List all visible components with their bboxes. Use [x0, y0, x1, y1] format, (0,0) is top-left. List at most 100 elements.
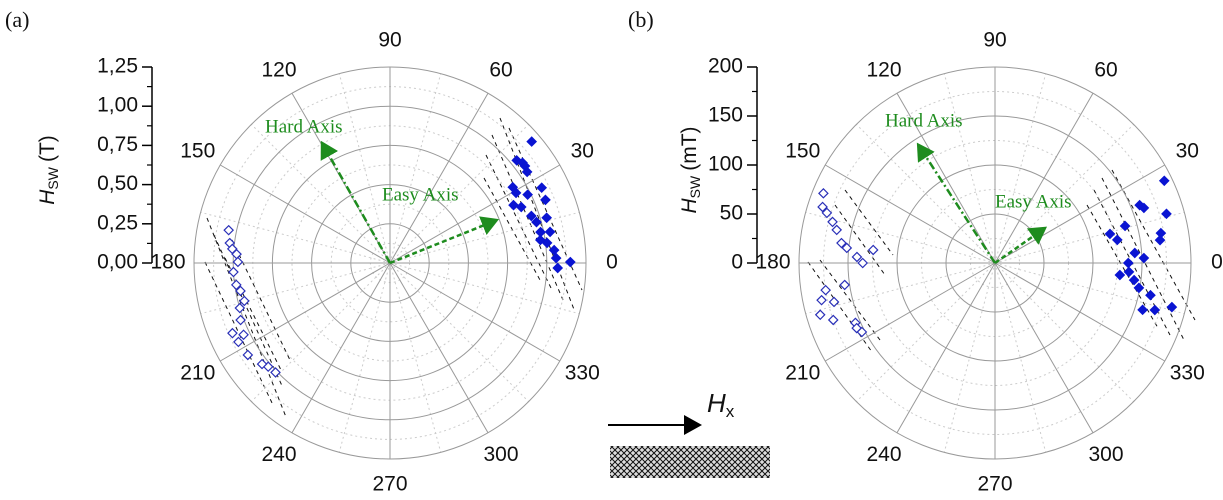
data-point	[821, 207, 833, 219]
angle-label: 120	[866, 58, 901, 81]
annotation: Easy Axis	[995, 191, 1072, 212]
panel-label: (b)	[628, 7, 654, 32]
data-point	[544, 226, 556, 238]
panel-label: (a)	[5, 7, 29, 32]
angle-label: 90	[983, 29, 1006, 52]
data-point	[1111, 234, 1123, 246]
data-point	[515, 201, 527, 213]
data-point	[232, 256, 244, 268]
data-point	[1145, 289, 1156, 301]
spoke	[825, 262, 996, 362]
spoke	[896, 93, 996, 264]
data-point	[522, 189, 533, 201]
data-point	[541, 237, 553, 249]
data-point	[836, 237, 847, 249]
angle-label: 150	[785, 140, 820, 163]
data-point	[1119, 220, 1131, 232]
minor-spoke	[251, 124, 391, 264]
annotation: Hard Axis	[265, 116, 343, 137]
data-point	[228, 266, 239, 278]
angle-label: 30	[1176, 140, 1199, 163]
data-point	[242, 349, 254, 361]
minor-spoke	[200, 211, 391, 264]
data-point	[534, 234, 546, 246]
data-point	[541, 212, 553, 224]
y-tick-label: 150	[708, 104, 743, 127]
annotation: Easy Axis	[382, 184, 459, 205]
data-point	[223, 224, 235, 236]
angle-label: 300	[483, 443, 518, 466]
minor-spoke	[338, 262, 391, 453]
axis-arrow	[389, 216, 500, 265]
data-point	[814, 309, 826, 321]
data-point	[817, 201, 828, 213]
y-tick-label: 0,50	[97, 172, 138, 195]
spoke	[220, 164, 391, 264]
data-point	[851, 322, 863, 334]
angle-label: 210	[180, 362, 215, 385]
data-point	[1166, 301, 1178, 313]
angle-label: 180	[150, 251, 185, 274]
angle-label: 180	[755, 251, 790, 274]
data-point	[235, 285, 246, 297]
field-arrow	[608, 415, 770, 478]
data-point	[234, 302, 246, 314]
data-point	[1138, 252, 1150, 264]
data-point	[525, 210, 537, 222]
field-label: Hx	[707, 388, 735, 422]
y-tick-label: 50	[720, 202, 743, 225]
axis-arrow	[994, 226, 1048, 265]
data-point	[508, 199, 519, 211]
data-point	[1154, 234, 1166, 246]
data-point	[548, 244, 560, 256]
spoke	[389, 262, 489, 433]
data-point	[1137, 304, 1148, 316]
minor-spoke	[389, 262, 442, 453]
y-label-symbol: H	[678, 198, 701, 214]
angle-label: 90	[378, 29, 401, 52]
data-point	[841, 242, 853, 254]
annotation: Hard Axis	[885, 110, 963, 131]
data-point	[531, 216, 542, 228]
spoke	[896, 262, 996, 433]
y-axis-label: HSW (T)	[36, 135, 61, 205]
data-point	[521, 166, 533, 178]
y-label-unit: (T)	[36, 135, 59, 162]
y-label-unit: (mT)	[678, 126, 701, 170]
spoke	[220, 262, 391, 362]
y-label-subscript: SW	[45, 166, 61, 189]
data-point	[510, 187, 522, 199]
y-tick-label: 0,75	[97, 133, 138, 156]
data-point	[1138, 202, 1150, 214]
spoke	[389, 164, 560, 264]
data-point	[827, 216, 838, 228]
y-tick-label: 200	[708, 55, 743, 78]
angle-label: 60	[1094, 58, 1117, 81]
angle-label: 150	[180, 140, 215, 163]
data-point	[270, 367, 281, 378]
nanotube-image	[610, 446, 770, 478]
y-tick-label: 1,00	[97, 94, 138, 117]
y-tick-label: 0,25	[97, 211, 138, 234]
data-point	[235, 314, 246, 326]
angle-label: 0	[1211, 251, 1223, 274]
angle-label: 210	[785, 362, 820, 385]
data-point	[1122, 257, 1134, 269]
angle-label: 120	[261, 58, 296, 81]
data-point	[1149, 304, 1161, 316]
angle-label: 300	[1088, 443, 1123, 466]
data-point	[857, 257, 869, 269]
spoke	[825, 164, 996, 264]
data-point	[820, 284, 832, 296]
data-point	[536, 182, 548, 194]
angle-label: 0	[606, 251, 618, 274]
spoke	[994, 164, 1165, 264]
field-subscript: x	[726, 402, 735, 421]
angle-label: 240	[866, 443, 901, 466]
data-point	[552, 262, 564, 274]
spoke	[994, 262, 1094, 433]
data-point	[1129, 247, 1141, 259]
data-point	[1128, 274, 1140, 286]
data-point	[540, 194, 551, 206]
spoke	[389, 262, 560, 362]
